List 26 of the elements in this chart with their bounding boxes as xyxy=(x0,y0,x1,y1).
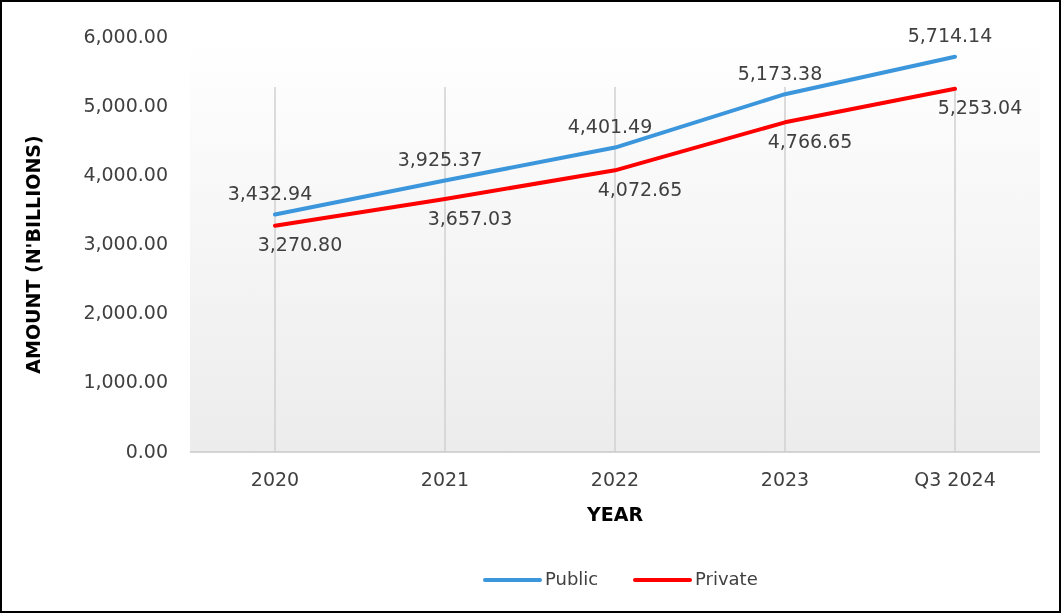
data-label: 4,766.65 xyxy=(767,129,853,152)
data-label: 5,253.04 xyxy=(937,96,1023,119)
y-tick-label: 5,000.00 xyxy=(83,93,168,116)
legend-label: Public xyxy=(545,568,599,589)
x-tick-label: 2020 xyxy=(250,467,300,490)
x-tick-label: Q3 2024 xyxy=(914,467,996,490)
y-tick-label: 1,000.00 xyxy=(83,370,168,393)
data-label: 3,432.94 xyxy=(227,182,313,205)
x-tick-label: 2022 xyxy=(590,467,640,490)
x-tick-label: 2021 xyxy=(420,467,470,490)
data-label: 3,925.37 xyxy=(397,148,483,170)
y-tick-label: 0.00 xyxy=(125,439,168,462)
x-tick-label: 2023 xyxy=(760,467,810,490)
data-label: 5,714.14 xyxy=(907,24,993,47)
y-axis-title: AMOUNT (N'BILLIONS) xyxy=(21,135,44,374)
legend-label: Private xyxy=(695,568,758,589)
data-label: 3,270.80 xyxy=(257,233,343,256)
data-label: 4,401.49 xyxy=(567,115,653,138)
y-tick-label: 3,000.00 xyxy=(83,232,168,254)
data-label: 3,657.03 xyxy=(427,206,513,229)
y-tick-label: 4,000.00 xyxy=(83,162,168,185)
data-label: 5,173.38 xyxy=(737,61,823,84)
x-axis-title: YEAR xyxy=(585,502,644,525)
y-tick-label: 2,000.00 xyxy=(83,301,168,324)
y-tick-label: 6,000.00 xyxy=(83,24,168,47)
data-label: 4,072.65 xyxy=(597,177,683,200)
